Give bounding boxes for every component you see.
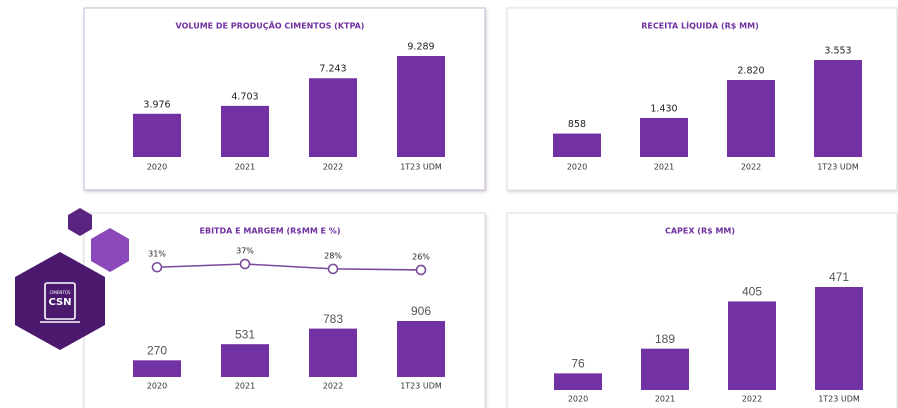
x-tick-label: 2021 <box>235 163 255 172</box>
x-tick-label: 2021 <box>654 163 674 172</box>
logo-top: CIMENTOS <box>49 290 71 295</box>
chart-title: VOLUME DE PRODUÇÃO CIMENTOS (KTPA) <box>176 21 365 31</box>
bar <box>641 348 689 390</box>
hexagon <box>91 228 129 272</box>
value-label: 7.243 <box>319 64 346 75</box>
value-label: 1.430 <box>650 103 677 114</box>
x-tick-label: 2021 <box>235 382 255 391</box>
logo-main: CSN <box>48 297 71 308</box>
value-label: 783 <box>323 312 343 326</box>
bar <box>221 105 269 157</box>
bar <box>814 60 862 157</box>
value-label: 4.703 <box>231 91 258 102</box>
marker <box>239 258 251 270</box>
bar <box>815 287 863 390</box>
value-label: 3.553 <box>824 46 851 57</box>
x-tick-label: 2022 <box>742 395 762 404</box>
bar <box>133 360 181 377</box>
x-tick-label: 2022 <box>323 382 343 391</box>
value-label: 270 <box>147 343 167 357</box>
hexagon <box>68 208 92 236</box>
bar <box>397 56 445 157</box>
x-tick-label: 2020 <box>567 163 587 172</box>
chart-title: EBITDA E MARGEM (R$MM E %) <box>200 227 341 236</box>
x-tick-label: 2021 <box>655 395 675 404</box>
value-label: 471 <box>829 270 849 284</box>
marker <box>327 263 339 275</box>
value-label: 2.820 <box>737 66 764 77</box>
value-label: 76 <box>571 357 585 371</box>
bar <box>728 301 776 390</box>
icon <box>44 282 76 320</box>
bar <box>133 113 181 157</box>
line <box>156 263 422 271</box>
bar <box>397 321 445 377</box>
bar <box>309 328 357 377</box>
value-label: 31% <box>148 250 166 259</box>
marker <box>415 264 427 276</box>
marker <box>151 261 163 273</box>
value-label: 858 <box>568 119 586 130</box>
logo: CIMENTOS CSN <box>15 208 129 350</box>
value-label: 37% <box>236 247 254 256</box>
bar <box>554 373 602 390</box>
x-tick-label: 2020 <box>147 163 167 172</box>
bar <box>221 344 269 377</box>
bar <box>553 133 601 157</box>
value-label: 3.976 <box>143 99 170 110</box>
value-label: 906 <box>411 304 431 318</box>
value-label: 405 <box>742 285 762 299</box>
bar <box>727 80 775 157</box>
x-tick-label: 1T23 UDM <box>818 395 860 404</box>
value-label: 26% <box>412 252 430 261</box>
value-label: 531 <box>235 327 255 341</box>
hexagon <box>15 252 105 350</box>
chart-title: RECEITA LÍQUIDA (R$ MM) <box>641 20 758 31</box>
x-tick-label: 2022 <box>741 163 761 172</box>
value-label: 28% <box>324 251 342 260</box>
x-tick-label: 2022 <box>323 163 343 172</box>
x-tick-label: 1T23 UDM <box>817 163 859 172</box>
value-label: 9.289 <box>407 42 434 53</box>
chart-title: CAPEX (R$ MM) <box>665 227 735 236</box>
value-label: 189 <box>655 332 675 346</box>
x-tick-label: 2020 <box>568 395 588 404</box>
x-tick-label: 1T23 UDM <box>400 382 442 391</box>
x-tick-label: 1T23 UDM <box>400 163 442 172</box>
bar <box>640 117 688 157</box>
x-tick-label: 2020 <box>147 382 167 391</box>
bar <box>309 78 357 157</box>
